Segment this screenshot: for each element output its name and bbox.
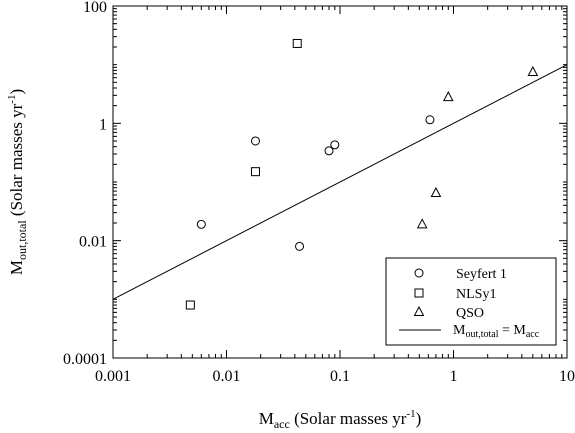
- axis-tick-labels: 0.001 0.01 0.1 1 10 0.0001 0.01 1 100: [63, 0, 575, 385]
- data-point-square: [292, 38, 302, 48]
- data-point-circle: [324, 146, 334, 156]
- data-point-square: [250, 167, 260, 177]
- data-markers: [185, 38, 539, 310]
- x-tick-label: 0.001: [95, 368, 131, 385]
- legend-marker-circle: [414, 268, 424, 278]
- y-tick-label: 0.01: [79, 234, 107, 251]
- x-tick-label: 0.01: [213, 368, 241, 385]
- legend-label-nlsy1: NLSy1: [456, 287, 496, 302]
- legend-marker-square: [414, 288, 424, 298]
- data-point-circle: [425, 115, 435, 125]
- data-point-triangle: [442, 91, 454, 102]
- legend: Seyfert 1 NLSy1 QSO Mout,total = Macc: [385, 257, 557, 346]
- y-tick-label: 0.0001: [63, 351, 107, 368]
- reference-line: [112, 64, 568, 300]
- data-point-triangle: [416, 218, 428, 229]
- y-tick-label: 100: [83, 0, 107, 16]
- data-point-square: [185, 300, 195, 310]
- x-tick-label: 10: [559, 368, 575, 385]
- data-point-circle: [295, 241, 305, 251]
- data-point-circle: [196, 219, 206, 229]
- x-tick-label: 1: [450, 368, 458, 385]
- data-point-triangle: [430, 186, 442, 197]
- legend-marker-triangle: [413, 305, 425, 316]
- legend-label-reference: Mout,total = Macc: [453, 323, 540, 340]
- data-point-circle: [250, 136, 260, 146]
- y-tick-label: 1: [99, 116, 107, 133]
- data-point-triangle: [527, 65, 539, 76]
- legend-label-qso: QSO: [456, 306, 484, 321]
- x-tick-label: 0.1: [330, 368, 350, 385]
- data-point-circle: [330, 140, 340, 150]
- legend-markers: [413, 268, 425, 316]
- axis-ticks: [112, 6, 567, 359]
- x-axis-label: Macc (Solar masses yr-1): [259, 408, 422, 431]
- legend-label-seyfert: Seyfert 1: [456, 267, 507, 282]
- y-axis-label: Mout,total (Solar masses yr-1): [6, 89, 29, 275]
